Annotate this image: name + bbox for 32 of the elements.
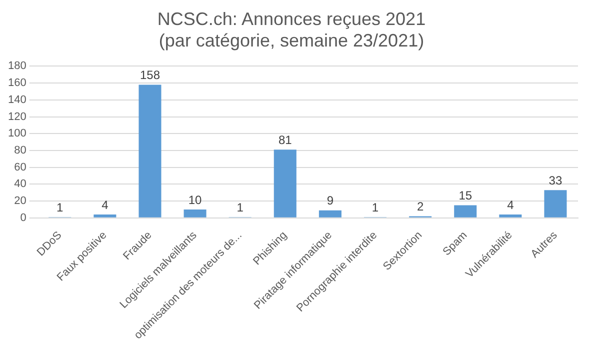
data-label: 1 [372,200,379,214]
y-tick-label: 180 [8,60,26,72]
data-label: 9 [326,194,334,208]
text: NCSC.ch: Annonces reçues 2021 [157,8,426,29]
bar [454,205,477,218]
data-label: 4 [102,198,109,212]
bar [499,214,522,218]
y-tick-label: 40 [14,178,26,190]
data-label: 4 [507,198,514,212]
y-tick-label: 140 [8,94,26,106]
y-tick-label: 160 [8,77,26,90]
bar [94,214,116,218]
bar [138,84,162,218]
data-label: 2 [416,200,424,214]
data-label: 81 [278,132,292,147]
y-tick-label: 60 [14,161,26,174]
bar [318,210,342,218]
data-label: 33 [548,173,562,188]
data-label: 10 [188,192,202,207]
data-label: 1 [56,200,64,214]
text: (par catégorie, semaine 23/2021) [158,30,424,50]
y-tick-label: 20 [14,195,26,208]
y-tick-label: 0 [20,212,26,224]
data-label: 158 [140,68,160,82]
data-label: 15 [458,188,472,203]
y-tick-label: 100 [8,128,26,140]
bar [184,209,206,218]
y-tick-label: 80 [14,144,26,157]
bar [274,150,296,218]
bar [544,190,567,218]
data-label: 1 [236,200,244,214]
y-tick-label: 120 [8,110,26,123]
